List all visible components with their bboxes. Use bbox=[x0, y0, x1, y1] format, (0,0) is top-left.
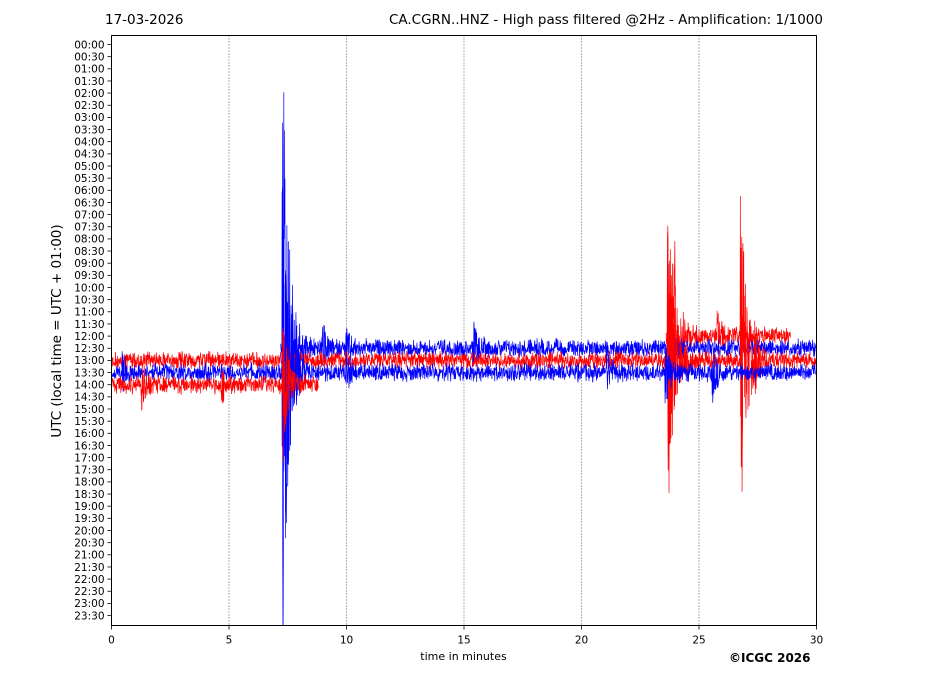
y-tick-label: 20:30 bbox=[74, 537, 104, 549]
y-tick-label: 15:00 bbox=[74, 404, 104, 416]
y-tick-label: 09:30 bbox=[74, 270, 104, 282]
y-tick-label: 02:00 bbox=[74, 88, 104, 100]
y-tick-label: 16:00 bbox=[74, 428, 104, 440]
trace-layer bbox=[111, 92, 817, 626]
y-tick-label: 07:30 bbox=[74, 222, 104, 234]
x-axis-label: time in minutes bbox=[420, 650, 507, 663]
y-tick-label: 23:30 bbox=[74, 610, 104, 622]
y-tick-label: 10:00 bbox=[74, 282, 104, 294]
x-axis: 0 5 10 15 20 25 30 bbox=[108, 625, 823, 647]
y-tick-label: 22:00 bbox=[74, 574, 104, 586]
y-tick-label: 04:30 bbox=[74, 149, 104, 161]
y-tick-label: 06:00 bbox=[74, 185, 104, 197]
trace-1330 bbox=[111, 122, 817, 524]
y-tick-label: 13:30 bbox=[74, 367, 104, 379]
chart-title: CA.CGRN..HNZ - High pass filtered @2Hz -… bbox=[388, 12, 823, 28]
y-tick-label: 01:00 bbox=[74, 64, 104, 76]
trace-1300 bbox=[111, 195, 817, 494]
y-tick-label: 05:30 bbox=[74, 173, 104, 185]
y-tick-label: 15:30 bbox=[74, 416, 104, 428]
y-tick-label: 21:00 bbox=[74, 550, 104, 562]
y-tick-label: 14:00 bbox=[74, 380, 104, 392]
x-tick-label: 25 bbox=[692, 635, 705, 647]
y-tick-label: 16:30 bbox=[74, 440, 104, 452]
y-tick-label: 11:00 bbox=[74, 307, 104, 319]
y-tick-label: 20:00 bbox=[74, 525, 104, 537]
y-tick-label: 14:30 bbox=[74, 392, 104, 404]
y-tick-label: 12:30 bbox=[74, 343, 104, 355]
y-tick-label: 10:30 bbox=[74, 294, 104, 306]
y-tick-label: 03:00 bbox=[74, 112, 104, 124]
trace-1230 bbox=[280, 92, 817, 626]
y-tick-label: 22:30 bbox=[74, 586, 104, 598]
copyright-label: ©ICGC 2026 bbox=[729, 651, 811, 665]
x-tick-label: 10 bbox=[340, 635, 353, 647]
y-tick-label: 13:00 bbox=[74, 355, 104, 367]
y-tick-label: 07:00 bbox=[74, 209, 104, 221]
x-tick-label: 15 bbox=[457, 635, 470, 647]
y-tick-label: 00:00 bbox=[74, 39, 104, 51]
y-tick-label: 18:30 bbox=[74, 489, 104, 501]
y-tick-label: 02:30 bbox=[74, 100, 104, 112]
y-tick-label: 08:30 bbox=[74, 246, 104, 258]
y-tick-label: 23:00 bbox=[74, 598, 104, 610]
x-tick-label: 5 bbox=[226, 635, 233, 647]
trace-1400 bbox=[111, 328, 319, 462]
y-tick-label: 03:30 bbox=[74, 124, 104, 136]
y-tick-label: 12:00 bbox=[74, 331, 104, 343]
y-axis: 00:0000:3001:0001:3002:0002:3003:0003:30… bbox=[74, 39, 112, 622]
y-tick-label: 18:00 bbox=[74, 477, 104, 489]
y-tick-label: 09:00 bbox=[74, 258, 104, 270]
y-axis-label: UTC (local time = UTC + 01:00) bbox=[49, 224, 65, 438]
y-tick-label: 19:30 bbox=[74, 513, 104, 525]
y-tick-label: 04:00 bbox=[74, 137, 104, 149]
y-tick-label: 17:00 bbox=[74, 452, 104, 464]
y-tick-label: 00:30 bbox=[74, 51, 104, 63]
x-tick-label: 20 bbox=[575, 635, 588, 647]
y-tick-label: 01:30 bbox=[74, 76, 104, 88]
y-tick-label: 19:00 bbox=[74, 501, 104, 513]
y-tick-label: 05:00 bbox=[74, 161, 104, 173]
x-tick-label: 30 bbox=[810, 635, 823, 647]
y-tick-label: 08:00 bbox=[74, 234, 104, 246]
y-tick-label: 06:30 bbox=[74, 197, 104, 209]
y-tick-label: 17:30 bbox=[74, 465, 104, 477]
x-tick-label: 0 bbox=[108, 635, 115, 647]
y-tick-label: 11:30 bbox=[74, 319, 104, 331]
y-tick-label: 21:30 bbox=[74, 562, 104, 574]
date-label: 17-03-2026 bbox=[105, 12, 184, 28]
